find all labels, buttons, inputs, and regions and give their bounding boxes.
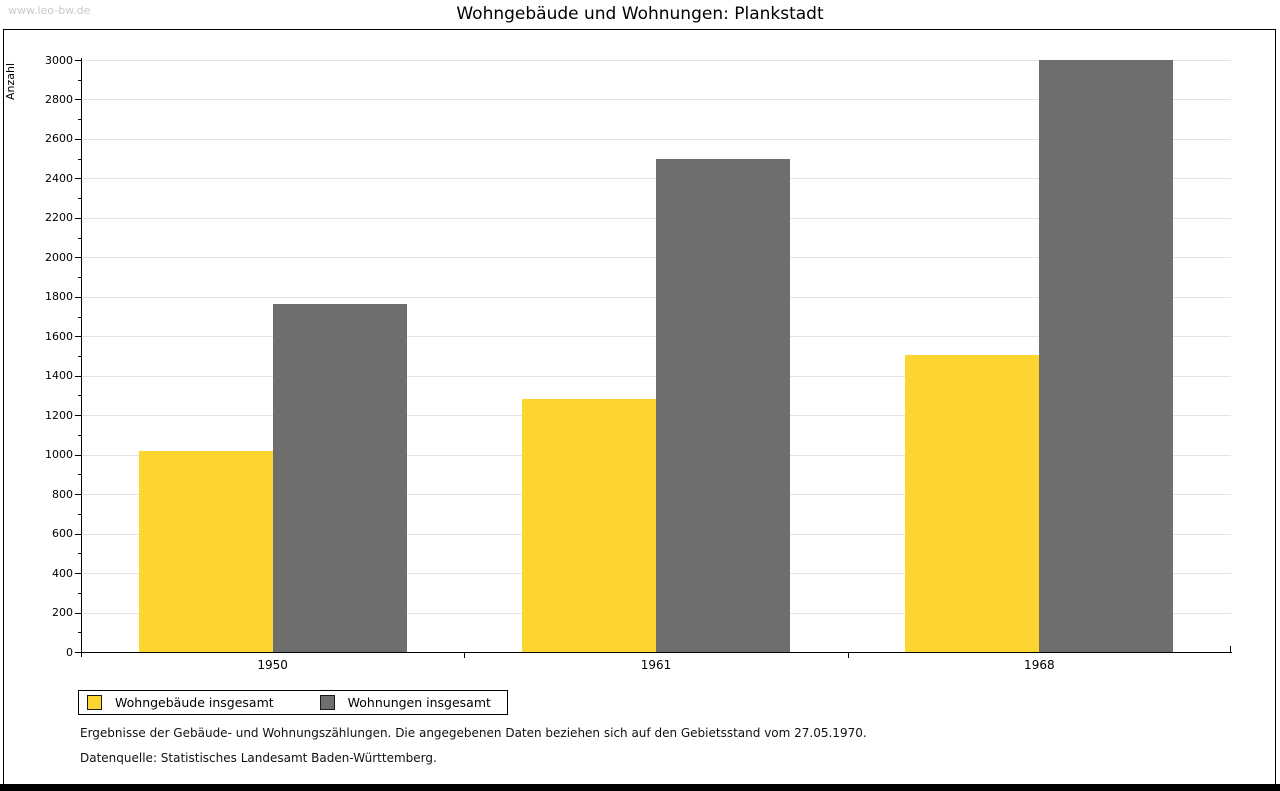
bar-wohnungen-1961 bbox=[656, 159, 790, 652]
y-major-tick bbox=[75, 257, 81, 259]
legend: Wohngebäude insgesamt Wohnungen insgesamt bbox=[78, 690, 508, 715]
y-major-tick bbox=[75, 99, 81, 101]
bar-wohngebaeude-1961 bbox=[522, 398, 656, 652]
x-tick-label: 1950 bbox=[257, 658, 288, 672]
plot-area: 0 200 400 600 800 1000 1200 1400 1600 1800 2000 220… bbox=[45, 54, 1232, 672]
y-minor-tick bbox=[78, 592, 81, 594]
y-tick-label: 3000 bbox=[45, 53, 73, 67]
x-tick-label: 1961 bbox=[640, 658, 672, 672]
x-boundary-tick bbox=[464, 652, 466, 658]
y-tick-label: 1200 bbox=[45, 408, 73, 422]
y-major-tick bbox=[75, 60, 81, 61]
y-minor-tick bbox=[78, 553, 81, 555]
footer-note: Ergebnisse der Gebäude- und Wohnungszähl… bbox=[80, 726, 867, 740]
x-tick-label: 1968 bbox=[1024, 658, 1055, 672]
legend-item: Wohngebäude insgesamt bbox=[87, 695, 274, 710]
y-minor-tick bbox=[78, 632, 81, 634]
y-major-tick bbox=[75, 336, 81, 338]
frame-border-bottom bbox=[0, 784, 1280, 791]
y-major-tick bbox=[75, 375, 81, 377]
y-minor-tick bbox=[78, 434, 81, 436]
x-axis-end-tick bbox=[1230, 646, 1231, 652]
y-tick-label: 0 bbox=[66, 645, 73, 659]
y-major-tick bbox=[75, 178, 81, 180]
y-minor-tick bbox=[78, 119, 81, 121]
y-minor-tick bbox=[78, 158, 81, 160]
gridline bbox=[81, 99, 1231, 101]
y-tick-label: 1400 bbox=[45, 369, 73, 383]
bar-wohngebaeude-1968 bbox=[905, 355, 1040, 652]
y-minor-tick bbox=[78, 513, 81, 515]
chart-title: Wohngebäude und Wohnungen: Plankstadt bbox=[456, 4, 824, 24]
y-tick-label: 2000 bbox=[45, 250, 73, 264]
y-major-tick bbox=[75, 296, 81, 298]
y-tick-label: 2800 bbox=[45, 92, 73, 106]
y-minor-tick bbox=[78, 316, 81, 318]
gridline bbox=[81, 138, 1231, 140]
bar-wohnungen-1950 bbox=[272, 303, 407, 652]
y-tick-label: 1600 bbox=[45, 329, 73, 343]
x-boundary-tick bbox=[847, 652, 849, 658]
frame-border-left bbox=[3, 29, 4, 784]
y-minor-tick bbox=[78, 395, 81, 397]
footer-source: Datenquelle: Statistisches Landesamt Bad… bbox=[80, 751, 437, 765]
y-tick-label: 2200 bbox=[45, 211, 73, 225]
y-minor-tick bbox=[78, 198, 81, 200]
frame-border-right bbox=[1275, 29, 1276, 784]
frame-border-top bbox=[3, 29, 1276, 30]
y-minor-tick bbox=[78, 277, 81, 279]
y-tick-label: 2400 bbox=[45, 171, 73, 185]
gridline bbox=[81, 60, 1231, 61]
legend-label: Wohngebäude insgesamt bbox=[115, 695, 274, 710]
y-minor-tick bbox=[78, 474, 81, 476]
legend-label: Wohnungen insgesamt bbox=[347, 695, 491, 710]
watermark: www.leo-bw.de bbox=[8, 4, 91, 17]
y-tick-label: 1800 bbox=[45, 290, 73, 304]
x-axis-line bbox=[81, 652, 1232, 653]
y-major-tick bbox=[75, 454, 81, 456]
y-minor-tick bbox=[78, 79, 81, 81]
y-major-tick bbox=[75, 494, 81, 496]
y-major-tick bbox=[75, 415, 81, 417]
bar-wohnungen-1968 bbox=[1039, 60, 1174, 652]
y-axis-label: Anzahl bbox=[4, 62, 17, 100]
bar-wohngebaeude-1950 bbox=[138, 450, 273, 652]
y-minor-tick bbox=[78, 356, 81, 357]
y-tick-label: 1000 bbox=[45, 448, 73, 462]
y-major-tick bbox=[75, 217, 81, 219]
legend-item: Wohnungen insgesamt bbox=[319, 695, 491, 710]
y-major-tick bbox=[75, 612, 81, 614]
legend-swatch-icon bbox=[319, 695, 335, 710]
y-tick-label: 200 bbox=[52, 606, 73, 620]
y-tick-label: 2600 bbox=[45, 132, 73, 146]
y-major-tick bbox=[75, 533, 81, 535]
y-major-tick bbox=[75, 138, 81, 140]
y-tick-label: 600 bbox=[52, 527, 73, 541]
y-axis-line bbox=[81, 58, 82, 657]
y-major-tick bbox=[75, 573, 81, 575]
legend-swatch-icon bbox=[87, 695, 102, 710]
y-major-tick bbox=[75, 652, 81, 653]
y-tick-label: 800 bbox=[52, 487, 73, 501]
y-minor-tick bbox=[78, 237, 81, 239]
y-tick-label: 400 bbox=[52, 566, 73, 580]
